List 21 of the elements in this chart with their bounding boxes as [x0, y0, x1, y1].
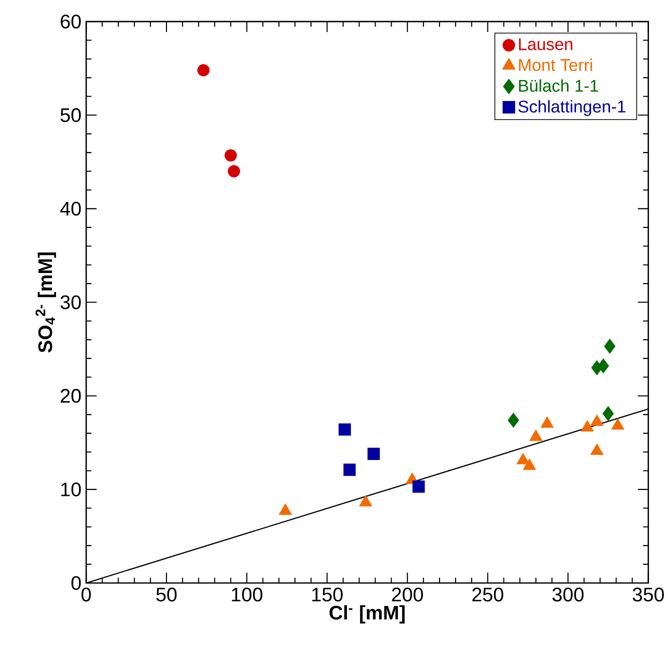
y-tick-label: 40: [60, 202, 81, 216]
y-axis-title: SO$_{4}$$^{2-}$ [mM]: [36, 252, 56, 353]
x-tick-label: 350: [632, 588, 664, 602]
y-tick-label: 10: [61, 482, 81, 497]
y-tick-label: 0: [71, 576, 81, 590]
legend-label: Schlattingen-1: [518, 100, 626, 116]
legend-label: Bülach 1-1: [519, 80, 598, 92]
x-tick-label: 250: [472, 588, 504, 602]
y-tick-label: 60: [60, 14, 81, 29]
y-tick-label: 50: [60, 108, 81, 122]
x-tick-label: 100: [232, 588, 262, 602]
x-tick-label: 150: [312, 588, 343, 602]
legend-label: Lausen: [519, 38, 572, 50]
legend-label: Mont Terri: [519, 58, 592, 72]
x-tick-label: 50: [156, 588, 177, 602]
x-tick-label: 300: [552, 588, 584, 602]
x-tick-label: 0: [81, 588, 91, 602]
x-axis-title: Cl$^{-}$ [mM]: [330, 605, 405, 624]
y-tick-label: 20: [60, 389, 81, 403]
x-tick-label: 200: [392, 588, 423, 602]
y-tick-label: 30: [60, 296, 81, 310]
